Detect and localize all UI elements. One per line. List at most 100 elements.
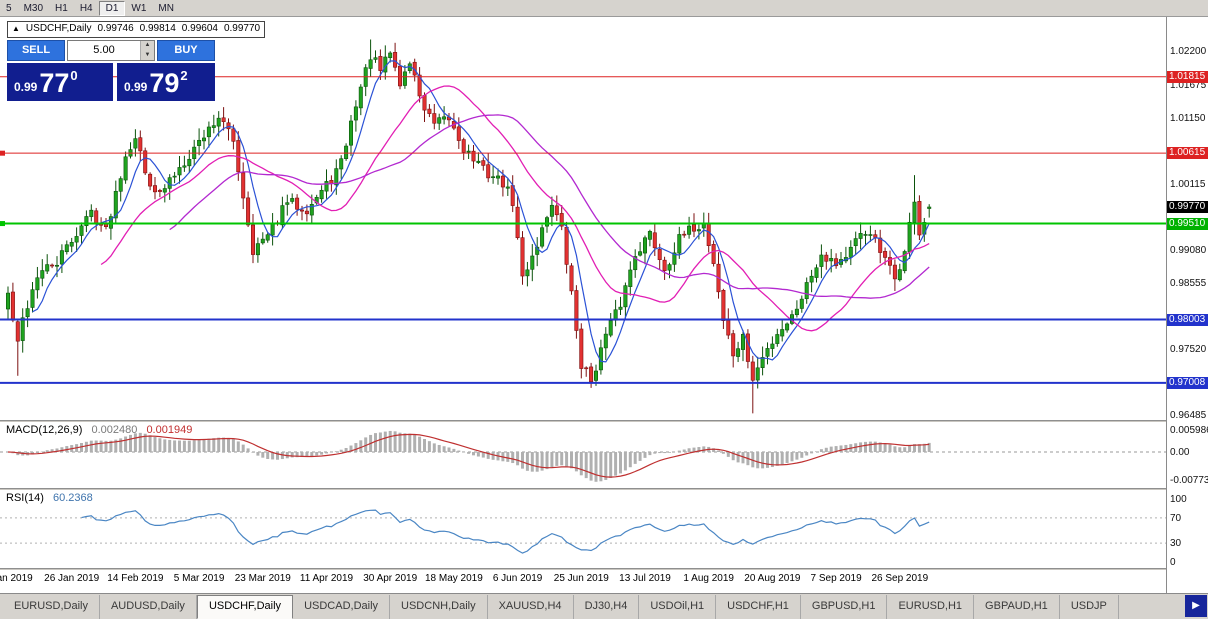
date-label: 26 Sep 2019 <box>871 573 929 584</box>
date-label: 18 May 2019 <box>424 573 483 584</box>
moving-averages-group <box>32 60 930 363</box>
price-tick: 0.99080 <box>1170 244 1207 256</box>
rsi-axis-tick: 70 <box>1170 512 1182 524</box>
chart-tab-bar: EURUSD,Daily AUDUSD,Daily USDCHF,Daily USDC… <box>0 593 1208 619</box>
date-label: 8 Jan 2019 <box>0 573 33 584</box>
date-label: 13 Jul 2019 <box>619 573 671 584</box>
rsi-name: RSI(14) <box>6 492 44 504</box>
date-label: 14 Feb 2019 <box>107 573 164 584</box>
ohlc-high: 0.99814 <box>139 23 176 34</box>
price-marker-box: 0.99770 <box>1167 201 1208 213</box>
pane-separator-dates <box>0 568 1208 570</box>
timeframe-toolbar: 5 M30 H1 H4 D1 W1 MN <box>0 0 1208 17</box>
macd-indicator-label: MACD(12,26,9) 0.002480 0.001949 <box>6 424 192 436</box>
date-label: 11 Apr 2019 <box>299 573 354 584</box>
price-marker-box: 0.99510 <box>1167 217 1208 230</box>
price-tick: 0.97520 <box>1170 344 1207 356</box>
price-marker-box: 1.00615 <box>1167 147 1208 160</box>
rsi-axis-tick: 0 <box>1170 557 1176 568</box>
sell-price-display[interactable]: 0.99 77 0 <box>7 63 113 101</box>
pane-separator-macd[interactable] <box>0 420 1208 422</box>
price-chart-svg <box>0 39 1166 554</box>
sell-price-prefix: 0.99 <box>14 80 38 94</box>
volume-field[interactable]: 5.00 ▲ ▼ <box>67 40 155 61</box>
chart-tab-USDOil-H1[interactable]: USDOil,H1 <box>639 595 717 619</box>
price-tick: 1.02200 <box>1170 46 1207 58</box>
volume-down-icon[interactable]: ▼ <box>141 50 154 60</box>
rsi-axis-tick: 100 <box>1170 494 1187 505</box>
ohlc-info-box: ▲ USDCHF,Daily 0.99746 0.99814 0.99604 0… <box>7 21 266 38</box>
ohlc-close: 0.99770 <box>223 23 261 34</box>
buy-price-prefix: 0.99 <box>124 80 148 94</box>
date-label: 1 Aug 2019 <box>683 573 734 584</box>
buy-price-display[interactable]: 0.99 79 2 <box>117 63 215 101</box>
chart-tab-USDCHF-H1[interactable]: USDCHF,H1 <box>716 595 801 619</box>
timeframe-button-5[interactable]: 5 <box>6 2 12 14</box>
date-label: 26 Jan 2019 <box>44 573 100 584</box>
buy-price-sup: 2 <box>180 68 188 83</box>
date-label: 30 Apr 2019 <box>363 573 418 584</box>
chart-tab-USDCAD-Daily[interactable]: USDCAD,Daily <box>293 595 391 619</box>
pane-separator-rsi[interactable] <box>0 488 1208 490</box>
chart-tab-AUDUSD-Daily[interactable]: AUDUSD,Daily <box>100 595 197 619</box>
chart-tab-USDCNH-Daily[interactable]: USDCNH,Daily <box>390 595 488 619</box>
date-label: 5 Mar 2019 <box>173 573 225 584</box>
buy-price-big: 79 <box>149 68 180 98</box>
date-label: 20 Aug 2019 <box>744 573 801 584</box>
macd-main-value: 0.002480 <box>91 424 138 436</box>
timeframe-button-M30[interactable]: M30 <box>23 2 44 14</box>
buy-button[interactable]: BUY <box>157 40 215 61</box>
date-label: 25 Jun 2019 <box>553 573 609 584</box>
chart-area[interactable]: 1.02200 1.01675 1.01150 1.00115 0.99080 0.985… <box>0 17 1208 593</box>
price-tick: 1.01150 <box>1170 113 1206 125</box>
timeframe-button-D1[interactable]: D1 <box>98 0 126 16</box>
price-tick: 0.98555 <box>1170 278 1207 290</box>
price-axis[interactable]: 1.02200 1.01675 1.01150 1.00115 0.99080 0.985… <box>1166 17 1208 593</box>
volume-value[interactable]: 5.00 <box>93 44 115 56</box>
price-tick: 1.01675 <box>1170 79 1207 91</box>
chart-tab-GBPAUD-H1[interactable]: GBPAUD,H1 <box>974 595 1060 619</box>
price-tick: 1.00115 <box>1170 179 1206 191</box>
candles-group <box>6 39 932 414</box>
macd-signal-value: 0.001949 <box>146 424 193 436</box>
timeframe-button-MN[interactable]: MN <box>158 2 174 14</box>
chart-tab-DJ30-H4[interactable]: DJ30,H4 <box>574 595 640 619</box>
rsi-axis-tick: 30 <box>1170 538 1182 550</box>
chart-symbol-label: USDCHF,Daily <box>25 23 92 34</box>
price-marker-box: 1.01815 <box>1167 70 1208 83</box>
collapse-panel-icon[interactable]: ▲ <box>12 24 20 33</box>
price-marker-box: 0.98003 <box>1167 313 1208 326</box>
chart-tab-EURUSD-Daily[interactable]: EURUSD,Daily <box>3 595 100 619</box>
macd-axis-tick: 0.00 <box>1170 447 1190 458</box>
volume-stepper: ▲ ▼ <box>140 41 154 60</box>
chart-tab-USDCHF-Daily[interactable]: USDCHF,Daily <box>196 595 294 619</box>
sell-button[interactable]: SELL <box>7 40 65 61</box>
horizontal-lines-group <box>0 76 1166 384</box>
timeframe-button-H1[interactable]: H1 <box>55 2 68 14</box>
one-click-trade-panel: SELL 5.00 ▲ ▼ BUY 0.99 77 0 0.99 <box>7 40 215 101</box>
price-marker-box: 0.97008 <box>1167 376 1208 389</box>
chart-tab-XAUUSD-H4[interactable]: XAUUSD,H4 <box>488 595 574 619</box>
chart-tab-USDJP[interactable]: USDJP <box>1060 595 1119 619</box>
rsi-indicator-label: RSI(14) 60.2368 <box>6 492 93 504</box>
tab-scroll-right-button[interactable]: ▶ <box>1185 595 1207 617</box>
chart-tab-GBPUSD-H1[interactable]: GBPUSD,H1 <box>801 595 888 619</box>
macd-name: MACD(12,26,9) <box>6 424 83 436</box>
price-tick: 0.96485 <box>1170 410 1207 422</box>
volume-up-icon[interactable]: ▲ <box>141 41 154 51</box>
macd-axis-tick: 0.005986 <box>1170 425 1208 437</box>
sell-price-sup: 0 <box>70 68 78 83</box>
date-label: 7 Sep 2019 <box>810 573 862 584</box>
date-label: 23 Mar 2019 <box>234 573 291 584</box>
rsi-pane-group <box>0 509 1166 554</box>
timeframe-button-H4[interactable]: H4 <box>79 2 93 14</box>
date-label: 6 Jun 2019 <box>492 573 543 584</box>
sell-price-big: 77 <box>39 68 70 98</box>
ohlc-open: 0.99746 <box>97 23 134 34</box>
rsi-value: 60.2368 <box>52 492 93 504</box>
timeframe-button-W1[interactable]: W1 <box>131 2 147 14</box>
macd-axis-tick: -0.007737 <box>1170 475 1208 487</box>
macd-pane-group <box>0 430 1166 482</box>
chart-tab-EURUSD-H1[interactable]: EURUSD,H1 <box>887 595 975 619</box>
